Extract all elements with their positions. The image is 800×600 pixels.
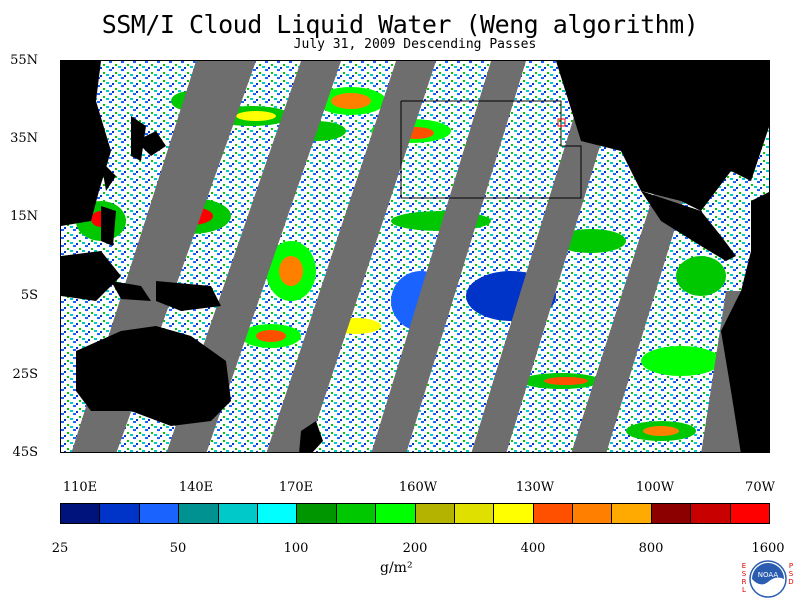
lat-label-35n: 35N bbox=[10, 131, 38, 146]
lon-label-100w: 100W bbox=[635, 480, 675, 495]
colorbar-swatch bbox=[651, 504, 692, 523]
lat-label-25s: 25S bbox=[12, 367, 38, 382]
map-svg bbox=[61, 61, 769, 452]
colorbar-label-1600: 1600 bbox=[751, 541, 785, 556]
colorbar-label-50: 50 bbox=[169, 541, 187, 556]
noaa-emblem-icon: NOAA bbox=[749, 560, 787, 598]
colorbar-units: g/m² bbox=[380, 560, 413, 576]
colorbar-swatch bbox=[297, 504, 337, 523]
colorbar-swatch bbox=[61, 504, 101, 523]
colorbar-swatch bbox=[494, 504, 534, 523]
svg-text:NOAA: NOAA bbox=[758, 571, 779, 579]
colorbar-label-800: 800 bbox=[638, 541, 664, 556]
lon-label-130w: 130W bbox=[515, 480, 555, 495]
cloud-liquid-water-map bbox=[60, 60, 770, 453]
colorbar-label-200: 200 bbox=[402, 541, 428, 556]
lon-label-170e: 170E bbox=[278, 480, 314, 495]
colorbar-swatch bbox=[612, 504, 652, 523]
map-subtitle: July 31, 2009 Descending Passes bbox=[293, 37, 537, 52]
colorbar-swatch bbox=[179, 504, 219, 523]
lat-label-45s: 45S bbox=[12, 445, 38, 460]
land-masses bbox=[61, 61, 769, 452]
colorbar-swatch bbox=[139, 504, 180, 523]
colorbar-swatch bbox=[573, 504, 613, 523]
colorbar-swatch bbox=[257, 504, 298, 523]
colorbar-swatch bbox=[691, 504, 731, 523]
lon-label-160w: 160W bbox=[398, 480, 438, 495]
lon-label-110e: 110E bbox=[62, 480, 98, 495]
lat-label-15n: 15N bbox=[10, 209, 38, 224]
colorbar-swatch bbox=[415, 504, 455, 523]
lat-label-55n: 55N bbox=[10, 53, 38, 68]
colorbar-swatch bbox=[730, 504, 770, 523]
lon-label-140e: 140E bbox=[178, 480, 214, 495]
colorbar-label-25: 25 bbox=[51, 541, 69, 556]
colorbar-label-400: 400 bbox=[520, 541, 546, 556]
colorbar-swatch bbox=[218, 504, 258, 523]
highlight-region-box bbox=[400, 100, 582, 199]
colorbar-swatch bbox=[376, 504, 416, 523]
colorbar-swatch bbox=[336, 504, 377, 523]
red-marker bbox=[557, 118, 566, 127]
colorbar-label-100: 100 bbox=[283, 541, 309, 556]
colorbar-swatch bbox=[454, 504, 495, 523]
colorbar bbox=[60, 503, 770, 524]
map-title: SSM/I Cloud Liquid Water (Weng algorithm… bbox=[101, 10, 699, 39]
lat-label-5s: 5S bbox=[20, 288, 38, 303]
colorbar-swatch bbox=[533, 504, 574, 523]
lon-label-70w: 70W bbox=[745, 480, 775, 495]
colorbar-swatch bbox=[100, 504, 140, 523]
